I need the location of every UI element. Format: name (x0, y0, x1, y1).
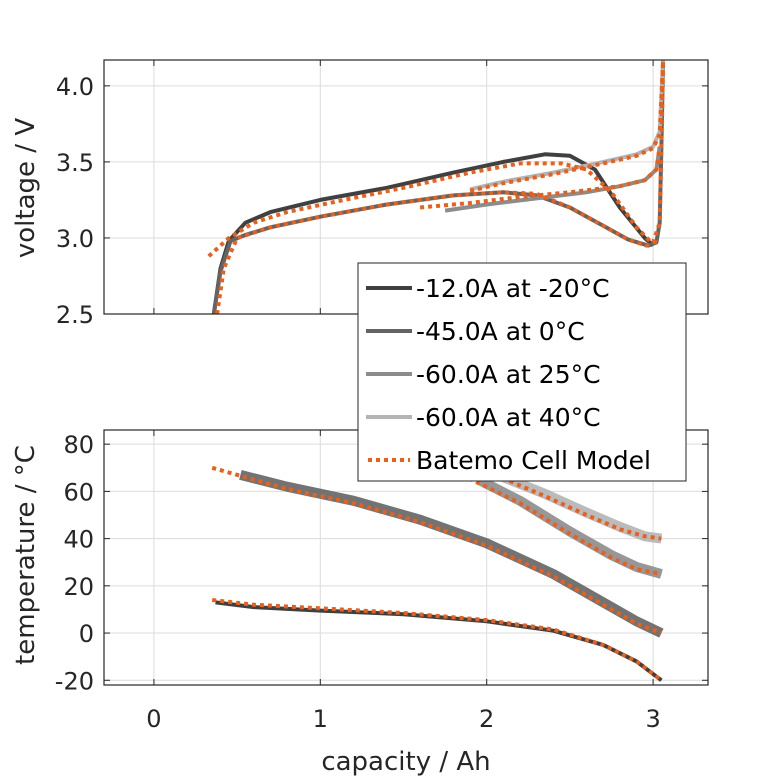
y-tick-label: 3.0 (56, 225, 94, 253)
series-line--60-0a-at-25-c (444, 146, 662, 213)
x-tick-label: 3 (645, 705, 660, 733)
top-y-axis-label: voltage / V (11, 118, 41, 258)
x-tick-label: 0 (146, 705, 161, 733)
series-line--45-0a-at-0-c (211, 60, 666, 314)
x-tick-label: 1 (313, 705, 328, 733)
y-tick-label: 2.5 (56, 301, 94, 329)
series-line-batemo-cell-model-0-c- (211, 465, 663, 635)
legend-label: -45.0A at 0°C (416, 317, 585, 346)
y-tick-label: 4.0 (56, 73, 94, 101)
y-tick-label: 80 (63, 431, 94, 459)
legend-label: -60.0A at 40°C (416, 403, 601, 432)
series-line-batemo-cell-model-25-c- (460, 473, 662, 576)
series-line--60-0a-at-40-c (501, 472, 663, 544)
bottom-y-axis-label: temperature / °C (11, 445, 41, 665)
series-line-batemo-cell-model (211, 598, 663, 682)
series-line-batemo-cell-model (207, 161, 659, 258)
y-tick-label: 0 (79, 620, 94, 648)
x-tick-label: 2 (479, 705, 494, 733)
y-tick-label: 40 (63, 526, 94, 554)
legend-label: Batemo Cell Model (416, 446, 651, 475)
y-tick-label: -20 (55, 667, 94, 695)
y-tick-label: 60 (63, 478, 94, 506)
legend-label: -60.0A at 25°C (416, 360, 601, 389)
legend-box (357, 262, 687, 482)
series-line-batemo-cell-model-25-c- (419, 146, 662, 210)
y-tick-label: 20 (63, 573, 94, 601)
series-line--45-0a-at-0-c (239, 470, 664, 638)
series-line-batemo-cell-model-40-c- (469, 60, 666, 193)
x-axis-label: capacity / Ah (321, 747, 490, 777)
legend: -12.0A at -20°C -45.0A at 0°C -60.0A at 25… (357, 262, 687, 482)
y-tick-label: 3.5 (56, 149, 94, 177)
legend-label: -12.0A at -20°C (416, 274, 610, 303)
